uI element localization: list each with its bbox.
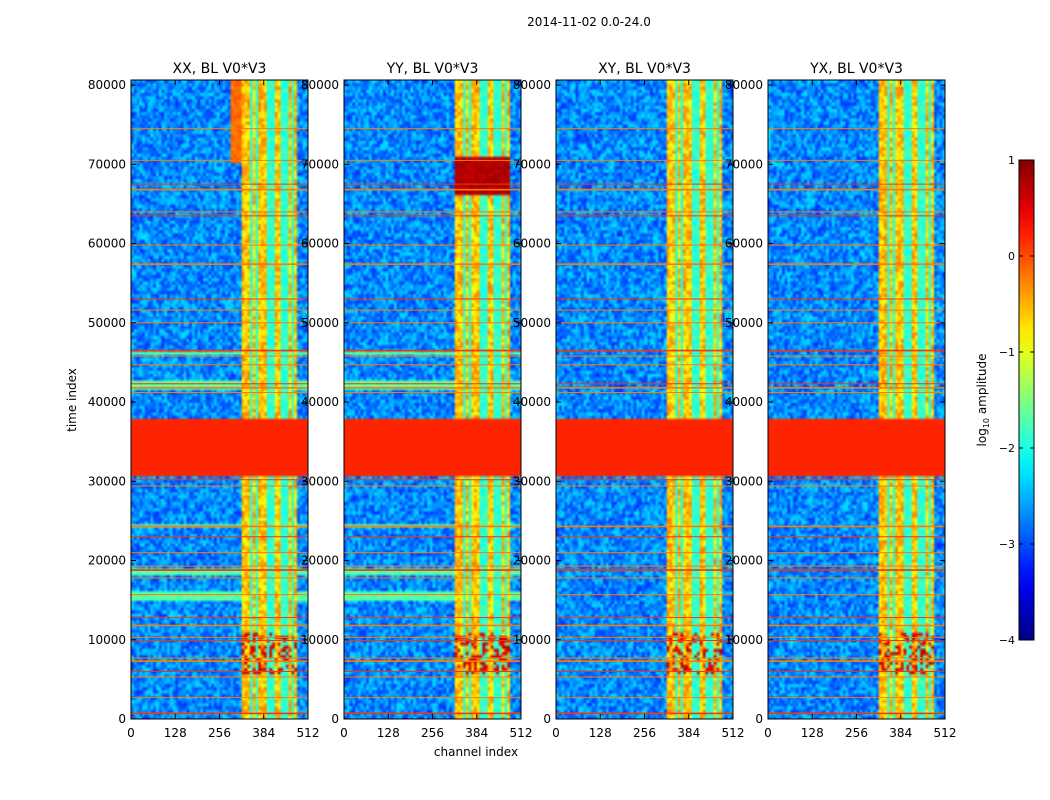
panel-title: XX, BL V0*V3: [173, 61, 267, 77]
x-tick-label: 512: [934, 726, 957, 740]
y-tick-label: 50000: [301, 316, 339, 330]
y-tick-label: 30000: [725, 474, 763, 488]
x-axis-label: channel index: [434, 745, 518, 759]
x-tick-label: 384: [889, 726, 912, 740]
y-tick-label: 50000: [88, 316, 126, 330]
panel-3: YX, BL V0*V3 0 128 256 384 512 0 10000 20000 3000…: [725, 61, 957, 740]
y-tick-label: 0: [543, 712, 551, 726]
panel-1: YY, BL V0*V3 0 128 256 384 512 0 10000 20000 3000…: [301, 61, 533, 740]
y-tick-label: 40000: [88, 395, 126, 409]
y-tick-label: 20000: [301, 554, 339, 568]
y-tick-label: 10000: [513, 633, 551, 647]
x-tick-label: 0: [340, 726, 348, 740]
y-tick-label: 10000: [88, 633, 126, 647]
x-tick-label: 128: [589, 726, 612, 740]
y-tick-label: 10000: [301, 633, 339, 647]
x-tick-label: 512: [722, 726, 745, 740]
y-tick-label: 30000: [88, 474, 126, 488]
panel-title: YX, BL V0*V3: [809, 61, 903, 77]
panel-title: XY, BL V0*V3: [598, 61, 691, 77]
y-tick-label: 0: [331, 712, 339, 726]
x-tick-label: 256: [845, 726, 868, 740]
heatmap-image-0: [131, 80, 308, 719]
colorbar-tick-label: −1: [999, 346, 1015, 359]
y-tick-label: 20000: [88, 554, 126, 568]
x-tick-label: 384: [465, 726, 488, 740]
y-tick-label: 20000: [725, 554, 763, 568]
panel-2: XY, BL V0*V3 0 128 256 384 512 0 10000 20000 3000…: [513, 61, 745, 740]
y-tick-label: 40000: [725, 395, 763, 409]
x-tick-label: 128: [164, 726, 187, 740]
y-tick-label: 80000: [513, 78, 551, 92]
colorbar-label: log10 amplitude: [975, 354, 991, 447]
y-tick-label: 30000: [513, 474, 551, 488]
x-tick-label: 384: [252, 726, 275, 740]
colorbar: 1 0 −1 −2 −3 −4: [999, 154, 1035, 647]
y-tick-label: 60000: [725, 237, 763, 251]
colorbar-tick-label: −4: [999, 634, 1015, 647]
panel-0: XX, BL V0*V3 0 128 256 384 512 0 10000 20000 3000…: [88, 61, 320, 740]
y-tick-label: 40000: [513, 395, 551, 409]
y-tick-label: 20000: [513, 554, 551, 568]
y-tick-label: 30000: [301, 474, 339, 488]
x-tick-label: 512: [297, 726, 320, 740]
y-tick-label: 60000: [301, 237, 339, 251]
y-tick-label: 80000: [88, 78, 126, 92]
x-tick-label: 0: [764, 726, 772, 740]
x-tick-label: 0: [127, 726, 135, 740]
x-tick-label: 0: [552, 726, 560, 740]
x-tick-label: 256: [208, 726, 231, 740]
colorbar-label-sub: 10: [982, 418, 991, 428]
colorbar-tick-label: −2: [999, 442, 1015, 455]
x-tick-label: 128: [377, 726, 400, 740]
y-axis-label: time index: [65, 368, 79, 432]
colorbar-tick-label: −3: [999, 538, 1015, 551]
y-tick-label: 50000: [725, 316, 763, 330]
y-tick-label: 70000: [725, 157, 763, 171]
y-tick-label: 0: [118, 712, 126, 726]
y-tick-label: 40000: [301, 395, 339, 409]
heatmap-image-1: [344, 80, 521, 719]
x-tick-label: 384: [677, 726, 700, 740]
y-tick-label: 10000: [725, 633, 763, 647]
y-tick-label: 60000: [88, 237, 126, 251]
x-tick-label: 512: [510, 726, 533, 740]
heatmap-image-2: [556, 80, 733, 719]
colorbar-tick-label: 1: [1008, 154, 1015, 167]
colorbar-label-suffix: amplitude: [975, 354, 989, 418]
y-tick-label: 70000: [88, 157, 126, 171]
y-tick-label: 70000: [513, 157, 551, 171]
figure-suptitle: 2014-11-02 0.0-24.0: [527, 15, 651, 29]
x-tick-label: 256: [421, 726, 444, 740]
y-tick-label: 0: [755, 712, 763, 726]
y-tick-label: 70000: [301, 157, 339, 171]
colorbar-tick-label: 0: [1008, 250, 1015, 263]
y-tick-label: 60000: [513, 237, 551, 251]
x-tick-label: 128: [801, 726, 824, 740]
colorbar-gradient: [1018, 159, 1035, 641]
panel-title: YY, BL V0*V3: [386, 61, 479, 77]
panels-group: XX, BL V0*V3 0 128 256 384 512 0 10000 20000 3000…: [88, 61, 957, 740]
y-tick-label: 80000: [301, 78, 339, 92]
x-tick-label: 256: [633, 726, 656, 740]
y-tick-label: 80000: [725, 78, 763, 92]
y-tick-label: 50000: [513, 316, 551, 330]
heatmap-image-3: [768, 80, 945, 719]
colorbar-label-prefix: log: [975, 428, 989, 446]
